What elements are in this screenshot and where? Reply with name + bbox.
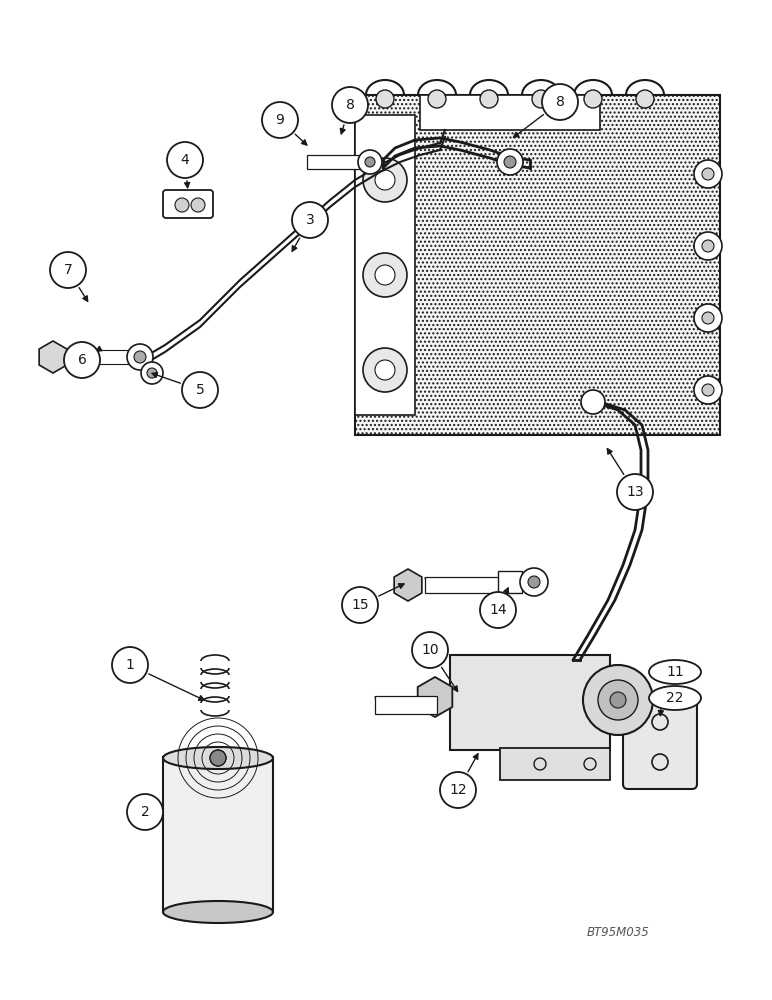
Circle shape [167, 142, 203, 178]
Circle shape [50, 252, 86, 288]
Circle shape [480, 592, 516, 628]
Circle shape [182, 372, 218, 408]
Circle shape [134, 351, 146, 363]
Text: 6: 6 [77, 353, 86, 367]
Circle shape [112, 647, 148, 683]
Circle shape [141, 362, 163, 384]
Circle shape [694, 304, 722, 332]
Text: 8: 8 [556, 95, 564, 109]
Text: 8: 8 [346, 98, 354, 112]
Circle shape [504, 156, 516, 168]
Circle shape [175, 198, 189, 212]
Circle shape [581, 390, 605, 414]
Text: 13: 13 [626, 485, 644, 499]
Text: 7: 7 [63, 263, 73, 277]
Text: 11: 11 [666, 665, 684, 679]
Circle shape [702, 168, 714, 180]
Circle shape [528, 576, 540, 588]
Circle shape [532, 90, 550, 108]
Circle shape [191, 198, 205, 212]
FancyBboxPatch shape [163, 190, 213, 218]
Ellipse shape [163, 901, 273, 923]
Text: 9: 9 [276, 113, 284, 127]
Text: 15: 15 [351, 598, 369, 612]
Polygon shape [39, 341, 67, 373]
Circle shape [375, 265, 395, 285]
Circle shape [292, 202, 328, 238]
Text: 4: 4 [181, 153, 189, 167]
Circle shape [363, 348, 407, 392]
Circle shape [375, 360, 395, 380]
Bar [163, 757, 273, 912]
Circle shape [365, 157, 375, 167]
Bar [375, 696, 437, 714]
Text: 2: 2 [141, 805, 149, 819]
Circle shape [363, 158, 407, 202]
Circle shape [412, 632, 448, 668]
Text: 14: 14 [489, 603, 506, 617]
Circle shape [376, 90, 394, 108]
Circle shape [584, 90, 602, 108]
Circle shape [598, 680, 638, 720]
Bar [450, 655, 610, 750]
Circle shape [210, 750, 226, 766]
Circle shape [583, 665, 653, 735]
Circle shape [497, 149, 523, 175]
Circle shape [262, 102, 298, 138]
Ellipse shape [649, 660, 701, 684]
Bar [355, 95, 720, 435]
Bar [70, 350, 135, 364]
Circle shape [617, 474, 653, 510]
Circle shape [702, 312, 714, 324]
Circle shape [428, 90, 446, 108]
Circle shape [694, 232, 722, 260]
Circle shape [127, 794, 163, 830]
Bar [498, 571, 522, 593]
Circle shape [694, 160, 722, 188]
Circle shape [636, 90, 654, 108]
Circle shape [542, 84, 578, 120]
Ellipse shape [649, 686, 701, 710]
Text: 5: 5 [195, 383, 205, 397]
Text: 1: 1 [126, 658, 134, 672]
Text: 10: 10 [422, 643, 438, 657]
Circle shape [480, 90, 498, 108]
Text: BT95M035: BT95M035 [587, 926, 649, 938]
Ellipse shape [163, 747, 273, 769]
Circle shape [363, 253, 407, 297]
Bar [355, 115, 415, 415]
Text: 22: 22 [666, 691, 684, 705]
Bar [355, 95, 720, 435]
Circle shape [358, 150, 382, 174]
Text: 12: 12 [449, 783, 467, 797]
Circle shape [342, 587, 378, 623]
Circle shape [440, 772, 476, 808]
Circle shape [694, 376, 722, 404]
Bar [307, 155, 365, 169]
Circle shape [127, 344, 153, 370]
Circle shape [520, 568, 548, 596]
Circle shape [147, 368, 157, 378]
Circle shape [702, 384, 714, 396]
Circle shape [332, 87, 368, 123]
Polygon shape [394, 569, 422, 601]
Circle shape [610, 692, 626, 708]
Bar [500, 748, 610, 780]
Text: 3: 3 [306, 213, 314, 227]
FancyBboxPatch shape [623, 695, 697, 789]
Bar [420, 95, 600, 130]
Bar [425, 577, 500, 593]
Circle shape [64, 342, 100, 378]
Circle shape [702, 240, 714, 252]
Polygon shape [418, 677, 452, 717]
Circle shape [375, 170, 395, 190]
